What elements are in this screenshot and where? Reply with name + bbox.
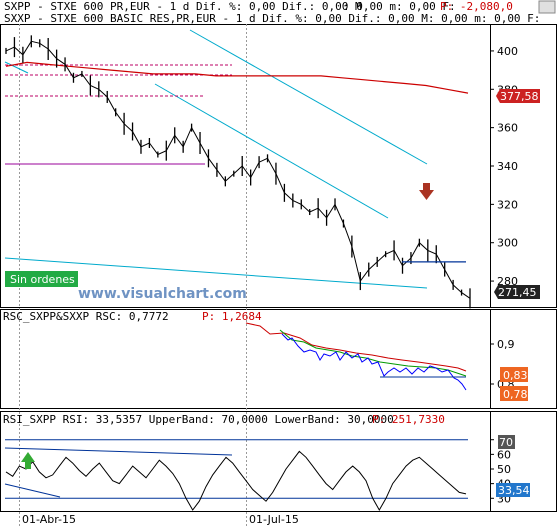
rsc-tag-top: 0,83	[500, 367, 528, 382]
price-tick-label: 340	[497, 160, 518, 173]
long-support-line	[4, 257, 428, 289]
price-tick-label: 320	[497, 198, 518, 211]
moving-average-line	[5, 61, 469, 94]
rsi-header-red: P: 251,7330	[372, 413, 445, 426]
date-label-jul: 01-Jul-15	[249, 513, 299, 526]
last-price-tag: 271,45	[494, 285, 540, 299]
horizontal-levels	[5, 64, 232, 165]
price-close-line	[5, 40, 471, 299]
rsi-tick-label: 50	[497, 463, 511, 476]
rsc-tag-bottom: 0,78	[500, 386, 528, 401]
rsi-trendlines	[4, 447, 233, 498]
up-arrow-icon	[21, 452, 35, 469]
price-tick-label: 400	[497, 45, 518, 58]
rsi-trendline-upper	[4, 447, 233, 456]
rsi-header-label: RSI_SXPP RSI: 33,5357 UpperBand: 70,0000…	[3, 413, 394, 426]
sin-ordenes-button[interactable]: Sin ordenes	[5, 271, 78, 287]
rsi-tick-label: 60	[497, 448, 511, 461]
last-price-label: 271,45	[498, 286, 537, 299]
rsc-red-line	[245, 322, 467, 372]
channel-upper-line	[189, 29, 428, 165]
price-series	[5, 35, 471, 309]
rsc-panel-frame	[0, 309, 557, 409]
header-scroll-indicator[interactable]	[538, 0, 556, 14]
rsi-trendline-lower	[4, 483, 61, 498]
rsc-tag-bottom-label: 0,78	[503, 388, 528, 401]
rsc-blue-line	[281, 333, 467, 391]
watermark: www.visualchart.com	[78, 286, 247, 302]
ma-value-label: 377,58	[500, 90, 539, 103]
rsi-last-label: 33,54	[498, 484, 530, 497]
header-line-2: SXXP - STXE 600 BASIC RES,PR,EUR - 1 d D…	[4, 12, 540, 25]
rsi-tag-upper-label: 70	[499, 436, 513, 449]
price-panel-frame	[0, 24, 557, 308]
price-tick-label: 300	[497, 237, 518, 250]
ma-value-tag: 377,58	[496, 89, 540, 103]
rsc-tick-label: 0,9	[497, 338, 515, 351]
channel-left-line	[4, 61, 29, 74]
header-line-1: SXPP - STXE 600 PR,EUR - 1 d Dif. %: 0,0…	[4, 0, 362, 13]
channel-lower-line	[154, 83, 389, 219]
price-tick-label: 280	[497, 275, 518, 288]
rsi-tag-upper: 70	[498, 435, 515, 449]
rsi-last-tag: 33,54	[496, 483, 530, 497]
down-arrow-icon	[419, 183, 434, 200]
date-axis-strip	[0, 512, 557, 528]
rsi-line	[5, 450, 467, 512]
rsc-green-line	[279, 329, 467, 377]
header-line-1-b: : 0,00 m: 0,00 F:	[343, 0, 456, 13]
date-label-apr: 01-Abr-15	[22, 513, 76, 526]
rsc-series	[245, 322, 467, 391]
price-tick-label: 360	[497, 122, 518, 135]
header-line-1-red: P: -2,080,0	[440, 0, 513, 13]
trend-channel	[4, 29, 428, 289]
rsi-panel-frame	[0, 411, 557, 512]
sin-ordenes-label: Sin ordenes	[10, 273, 75, 286]
rsc-header-red: P: 1,2684	[202, 310, 262, 323]
rsc-header-label: RSC_SXPP&SXXP RSC: 0,7772	[3, 310, 169, 323]
rsc-tag-top-label: 0,83	[503, 369, 528, 382]
